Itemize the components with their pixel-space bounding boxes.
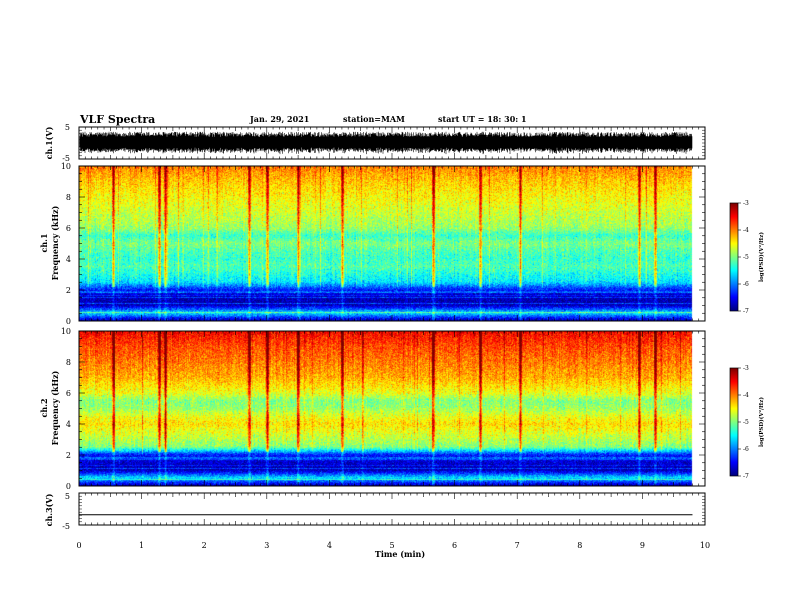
ch1-colorbar-title: log(PSD)(V²/Hz) bbox=[758, 232, 765, 282]
ch1-colorbar-image bbox=[730, 203, 738, 311]
time-tick-label: 1 bbox=[139, 541, 144, 550]
ch1-spec-ylabel-line2: Frequency (kHz) bbox=[50, 205, 60, 280]
freq-tick-label: 4 bbox=[66, 255, 71, 264]
time-tick-label: 10 bbox=[700, 541, 710, 550]
ch2-spectrogram-ticks: 0 2 4 6 8 10 bbox=[61, 327, 706, 491]
colorbar-tick-label: -3 bbox=[743, 200, 749, 207]
freq-tick-label: 2 bbox=[66, 286, 71, 295]
time-tick-label: 5 bbox=[389, 541, 394, 550]
freq-tick-label: 0 bbox=[66, 482, 71, 491]
time-tick-label: 7 bbox=[515, 541, 520, 550]
colorbar-tick-label: -3 bbox=[743, 365, 749, 372]
ch2-colorbar-image bbox=[730, 368, 738, 476]
ch1-axis-ticks bbox=[78, 126, 706, 160]
time-tick-label: 2 bbox=[202, 541, 207, 550]
time-axis-title: Time (min) bbox=[375, 549, 425, 559]
ch1-spectrogram-ticks: 0 2 4 6 8 10 bbox=[61, 162, 706, 326]
ch3-ylabel: ch.3(V) bbox=[44, 493, 54, 526]
freq-tick-label: 8 bbox=[66, 193, 71, 202]
ch3-waveform-panel: 5 -5 ch.3(V) 0 1 2 3 4 5 6 7 8 9 10 Time (min) bbox=[44, 492, 710, 559]
ch3-axis-ticks bbox=[78, 492, 706, 526]
time-tick-label: 6 bbox=[452, 541, 457, 550]
colorbar-tick-label: -5 bbox=[743, 254, 749, 261]
freq-tick-label: 10 bbox=[61, 162, 71, 171]
time-axis-labels: 0 1 2 3 4 5 6 7 8 9 10 bbox=[76, 541, 710, 550]
time-tick-label: 9 bbox=[640, 541, 645, 550]
freq-tick-label: 2 bbox=[66, 451, 71, 460]
start-time-label: start UT = 18: 30: 1 bbox=[438, 114, 527, 124]
freq-tick-label: 0 bbox=[66, 317, 71, 326]
ch2-colorbar-ticks: -3 -4 -5 -6 -7 bbox=[738, 365, 749, 480]
colorbar-tick-label: -5 bbox=[743, 419, 749, 426]
time-tick-label: 3 bbox=[264, 541, 269, 550]
colorbar-tick-label: -6 bbox=[743, 446, 749, 453]
ch3-ytick-bottom: -5 bbox=[62, 522, 70, 531]
freq-tick-label: 4 bbox=[66, 420, 71, 429]
colorbar-tick-label: -7 bbox=[743, 308, 749, 315]
colorbar-tick-label: -4 bbox=[743, 392, 749, 399]
figure-title: VLF Spectra bbox=[79, 113, 155, 126]
ch1-ylabel: ch.1(V) bbox=[44, 126, 54, 159]
freq-tick-label: 6 bbox=[66, 389, 71, 398]
station-label: station=MAM bbox=[343, 114, 405, 124]
ch1-spectrogram-image bbox=[79, 166, 705, 321]
ch2-colorbar-title: log(PSD)(V²/Hz) bbox=[758, 397, 765, 447]
ch2-spec-ylabel-line1: ch.2 bbox=[39, 398, 49, 417]
ch3-ytick-top: 5 bbox=[65, 492, 70, 501]
colorbar-tick-label: -6 bbox=[743, 281, 749, 288]
date-label: Jan. 29, 2021 bbox=[249, 114, 309, 124]
ch1-waveform-trace bbox=[79, 131, 693, 155]
freq-tick-label: 6 bbox=[66, 224, 71, 233]
time-tick-label: 0 bbox=[76, 541, 81, 550]
colorbar-tick-label: -7 bbox=[743, 473, 749, 480]
freq-tick-label: 8 bbox=[66, 358, 71, 367]
colorbar-tick-label: -4 bbox=[743, 227, 749, 234]
time-tick-label: 8 bbox=[577, 541, 582, 550]
ch1-colorbar-ticks: -3 -4 -5 -6 -7 bbox=[738, 200, 749, 315]
ch1-spec-ylabel-line1: ch.1 bbox=[39, 233, 49, 252]
ch2-spectrogram-image bbox=[79, 331, 705, 486]
ch1-waveform-panel: 5 -5 ch.1(V) bbox=[44, 123, 706, 163]
freq-tick-label: 10 bbox=[61, 327, 71, 336]
ch2-spec-ylabel-line2: Frequency (kHz) bbox=[50, 370, 60, 445]
ch1-ytick-bottom: -5 bbox=[62, 154, 70, 163]
time-tick-label: 4 bbox=[327, 541, 332, 550]
ch1-ytick-top: 5 bbox=[65, 123, 70, 132]
